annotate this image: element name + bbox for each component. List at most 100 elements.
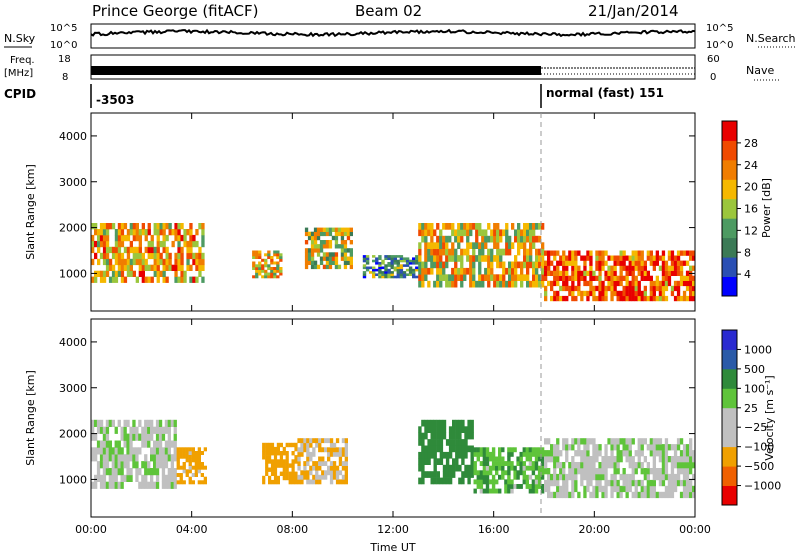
velocity-panel-cell (150, 468, 154, 476)
power-panel-cell (177, 234, 181, 242)
velocity-panel-cell (147, 481, 151, 489)
power-panel-cell (273, 272, 277, 276)
velocity-panel-cell (282, 463, 286, 468)
velocity-panel-cell (550, 491, 554, 499)
power-panel-cell (384, 264, 388, 267)
power-panel-cell (325, 227, 330, 232)
power-panel-cell (616, 275, 620, 281)
velocity-panel-cell (436, 439, 440, 446)
velocity-panel-cell (540, 470, 545, 476)
velocity-panel-cell (170, 454, 174, 462)
power-panel-cell (307, 235, 312, 241)
power-panel-cell (508, 261, 512, 269)
power-panel-cell (469, 274, 473, 281)
power-panel-cell (625, 270, 629, 276)
power-panel-cell (577, 285, 581, 292)
velocity-panel-cell (580, 479, 584, 487)
power-panel-cell (117, 270, 122, 277)
velocity-panel-cell (273, 467, 278, 472)
velocity-panel-cell (604, 479, 608, 487)
power-panel-cell (553, 280, 557, 287)
power-panel-cell (198, 223, 202, 230)
power-panel-cell (544, 295, 548, 302)
power-panel-cell (442, 248, 446, 256)
power-panel-cell (381, 273, 385, 276)
power-panel-cell (349, 252, 353, 257)
power-panel-cell (141, 223, 145, 230)
power-panel-cell (421, 261, 425, 269)
velocity-panel-cell (482, 474, 487, 480)
power-panel-cell (162, 270, 166, 277)
power-panel-cell (427, 267, 431, 275)
power-panel-cell (628, 290, 632, 297)
velocity-panel-cell (448, 426, 453, 433)
velocity-panel-cell (598, 444, 602, 451)
power-panel-cell (252, 275, 256, 279)
power-panel-cell (201, 276, 205, 283)
power-panel-cell (598, 265, 602, 271)
power-panel-cell (261, 275, 265, 279)
velocity-panel-cell (461, 445, 465, 453)
velocity-panel-cell (540, 474, 545, 480)
power-panel-cell (201, 223, 205, 230)
velocity-panel-cell (306, 461, 310, 466)
velocity-panel-cell (676, 468, 681, 475)
velocity-cbar-swatch (722, 446, 737, 467)
velocity-panel-cell (120, 481, 124, 489)
power-panel-cell (682, 290, 687, 297)
power-panel-cell (111, 246, 116, 254)
power-panel-cell (261, 258, 265, 262)
power-panel-cell (685, 250, 690, 256)
velocity-panel-cell (153, 447, 157, 455)
velocity-panel-cell (155, 433, 160, 441)
power-panel-cell (511, 267, 515, 275)
power-panel-cell (387, 264, 391, 267)
velocity-panel-cell (117, 481, 121, 489)
power-panel-cell (402, 257, 407, 260)
velocity-panel-cell (155, 447, 160, 455)
velocity-panel-cell (291, 459, 295, 464)
velocity-panel-cell (442, 464, 447, 472)
power-panel-cell (640, 290, 644, 297)
power-panel-cell (436, 274, 440, 281)
power-panel-cell (658, 285, 663, 292)
power-panel-cell (547, 255, 551, 261)
power-panel-cell (583, 265, 587, 271)
power-panel-cell (583, 255, 587, 261)
velocity-panel-cell (568, 444, 572, 451)
velocity-panel-cell (439, 426, 444, 433)
power-panel-cell (574, 265, 578, 271)
power-panel-cell (610, 270, 614, 276)
velocity-panel-cell (682, 456, 687, 463)
velocity-cbar-tick-label: 25 (744, 402, 758, 415)
velocity-panel-cell (135, 426, 139, 434)
velocity-panel-cell (646, 444, 650, 451)
power-panel-cell (120, 229, 125, 236)
velocity-panel-cell (265, 463, 269, 468)
power-panel-cell (487, 223, 491, 230)
power-panel-cell (610, 275, 614, 281)
power-panel-cell (114, 234, 119, 242)
power-panel-cell (640, 260, 644, 266)
power-panel-cell (387, 271, 391, 274)
power-panel-cell (270, 269, 274, 273)
power-panel-cell (436, 267, 440, 275)
power-panel-cell (325, 256, 330, 261)
velocity-panel-cell (625, 479, 629, 487)
velocity-panel-cell (613, 456, 617, 463)
power-panel-cell (192, 258, 196, 266)
velocity-panel-cell (646, 462, 650, 469)
power-panel-cell (424, 242, 428, 249)
velocity-panel-cell (461, 451, 465, 459)
power-panel-cell (652, 295, 656, 302)
velocity-panel-cell (188, 476, 192, 481)
velocity-panel-cell (102, 474, 107, 482)
velocity-panel-cell (270, 459, 275, 464)
power-panel-cell (189, 276, 193, 283)
velocity-panel-region-0 (91, 419, 177, 489)
power-panel-cell (451, 223, 455, 230)
power-panel-cell (343, 252, 348, 257)
power-panel-cell (619, 275, 623, 281)
velocity-panel-cell (673, 479, 678, 487)
